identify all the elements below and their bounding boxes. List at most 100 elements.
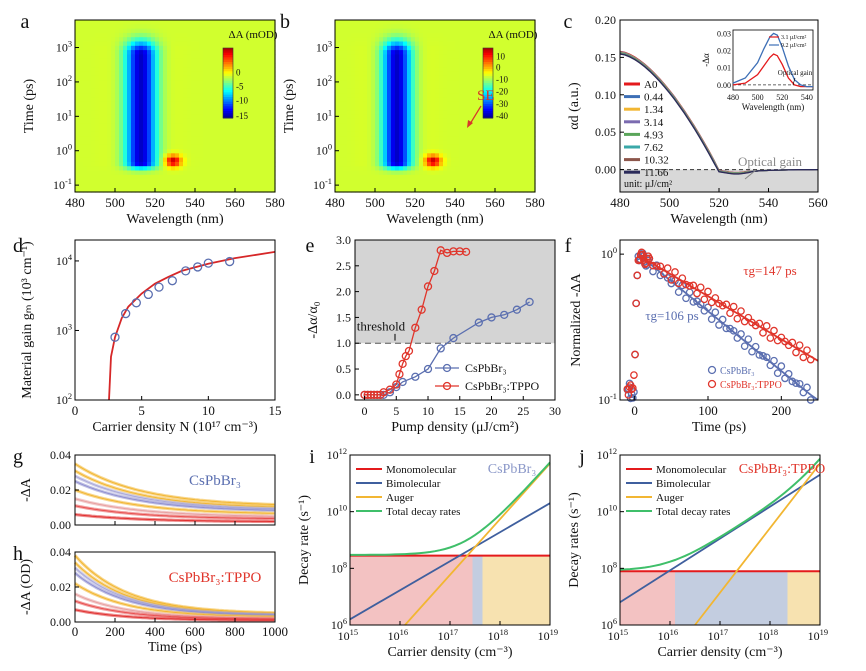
heatmap-cell — [171, 50, 176, 55]
heatmap-cell — [119, 115, 124, 120]
heatmap-cell — [167, 171, 172, 176]
heatmap-cell — [399, 20, 404, 25]
heatmap-cell — [155, 85, 160, 90]
heatmap-cell — [75, 97, 80, 102]
heatmap-cell — [503, 179, 508, 184]
heatmap-cell — [147, 72, 152, 77]
heatmap-cell — [83, 46, 88, 51]
heatmap-cell — [155, 119, 160, 124]
heatmap-cell — [439, 50, 444, 55]
heatmap-cell — [75, 162, 80, 167]
heatmap-cell — [187, 171, 192, 176]
heatmap-cell — [391, 106, 396, 111]
heatmap-cell — [139, 20, 144, 25]
heatmap-cell — [427, 29, 432, 34]
heatmap-cell — [119, 132, 124, 137]
heatmap-cell — [499, 153, 504, 158]
heatmap-cell — [383, 46, 388, 51]
heatmap-cell — [387, 136, 392, 141]
heatmap-cell — [507, 67, 512, 72]
heatmap-cell — [211, 46, 216, 51]
heatmap-cell — [135, 149, 140, 154]
heatmap-cell — [479, 119, 484, 124]
heatmap-cell — [467, 179, 472, 184]
heatmap-cell — [99, 89, 104, 94]
heatmap-cell — [519, 76, 524, 81]
panel-f: f0 100 20010-1100Time (ps)Normalized -ΔAτg… — [565, 235, 818, 435]
heatmap-cell — [199, 162, 204, 167]
heatmap-cell — [187, 97, 192, 102]
heatmap-cell — [351, 89, 356, 94]
heatmap-cell — [175, 93, 180, 98]
heatmap-cell — [103, 97, 108, 102]
heatmap-cell — [251, 63, 256, 68]
heatmap-cell — [183, 29, 188, 34]
heatmap-cell — [119, 140, 124, 145]
heatmap-cell — [167, 50, 172, 55]
legend-label: 0.44 — [644, 92, 664, 104]
heatmap-cell — [203, 102, 208, 107]
heatmap-cell — [179, 158, 184, 163]
heatmap-cell — [151, 183, 156, 188]
heatmap-cell — [435, 89, 440, 94]
heatmap-cell — [527, 67, 532, 72]
colorbar-tick-label: -15 — [236, 111, 248, 121]
heatmap-cell — [219, 128, 224, 133]
heatmap-cell — [199, 183, 204, 188]
heatmap-cell — [419, 50, 424, 55]
heatmap-cell — [511, 106, 516, 111]
heatmap-cell — [439, 63, 444, 68]
heatmap-cell — [259, 110, 264, 115]
heatmap-cell — [143, 149, 148, 154]
heatmap-cell — [511, 72, 516, 77]
heatmap-cell — [367, 63, 372, 68]
heatmap-cell — [359, 162, 364, 167]
heatmap-cell — [423, 115, 428, 120]
heatmap-cell — [507, 158, 512, 163]
heatmap-cell — [203, 175, 208, 180]
heatmap-cell — [135, 153, 140, 158]
heatmap-cell — [451, 54, 456, 59]
heatmap-cell — [175, 123, 180, 128]
heatmap-cell — [443, 93, 448, 98]
heatmap-cell — [191, 42, 196, 47]
legend-label: CsPbBr₃ — [720, 366, 755, 377]
heatmap-cell — [339, 97, 344, 102]
heatmap-cell — [115, 153, 120, 158]
heatmap-cell — [83, 42, 88, 47]
heatmap-cell — [399, 59, 404, 64]
heatmap-cell — [107, 63, 112, 68]
heatmap-cell — [511, 110, 516, 115]
heatmap-cell — [147, 29, 152, 34]
x-tick-label: 1018 — [488, 628, 508, 643]
heatmap-cell — [351, 50, 356, 55]
heatmap-cell — [375, 33, 380, 38]
heatmap-cell — [79, 158, 84, 163]
heatmap-cell — [135, 42, 140, 47]
data-point — [631, 372, 637, 378]
heatmap-cell — [143, 119, 148, 124]
heatmap-cell — [111, 50, 116, 55]
heatmap-cell — [423, 80, 428, 85]
heatmap-cell — [419, 123, 424, 128]
heatmap-cell — [435, 136, 440, 141]
heatmap-cell — [259, 115, 264, 120]
heatmap-cell — [363, 158, 368, 163]
heatmap-cell — [347, 42, 352, 47]
heatmap-cell — [139, 93, 144, 98]
heatmap-cell — [167, 106, 172, 111]
heatmap-cell — [407, 97, 412, 102]
heatmap-cell — [427, 123, 432, 128]
heatmap-cell — [167, 110, 172, 115]
heatmap-cell — [135, 175, 140, 180]
heatmap-cell — [267, 42, 272, 47]
heatmap-cell — [383, 54, 388, 59]
heatmap-cell — [455, 166, 460, 171]
heatmap-cell — [399, 119, 404, 124]
heatmap-cell — [351, 183, 356, 188]
heatmap-cell — [407, 93, 412, 98]
heatmap-cell — [147, 110, 152, 115]
heatmap-cell — [347, 110, 352, 115]
heatmap-cell — [91, 119, 96, 124]
heatmap-cell — [407, 140, 412, 145]
